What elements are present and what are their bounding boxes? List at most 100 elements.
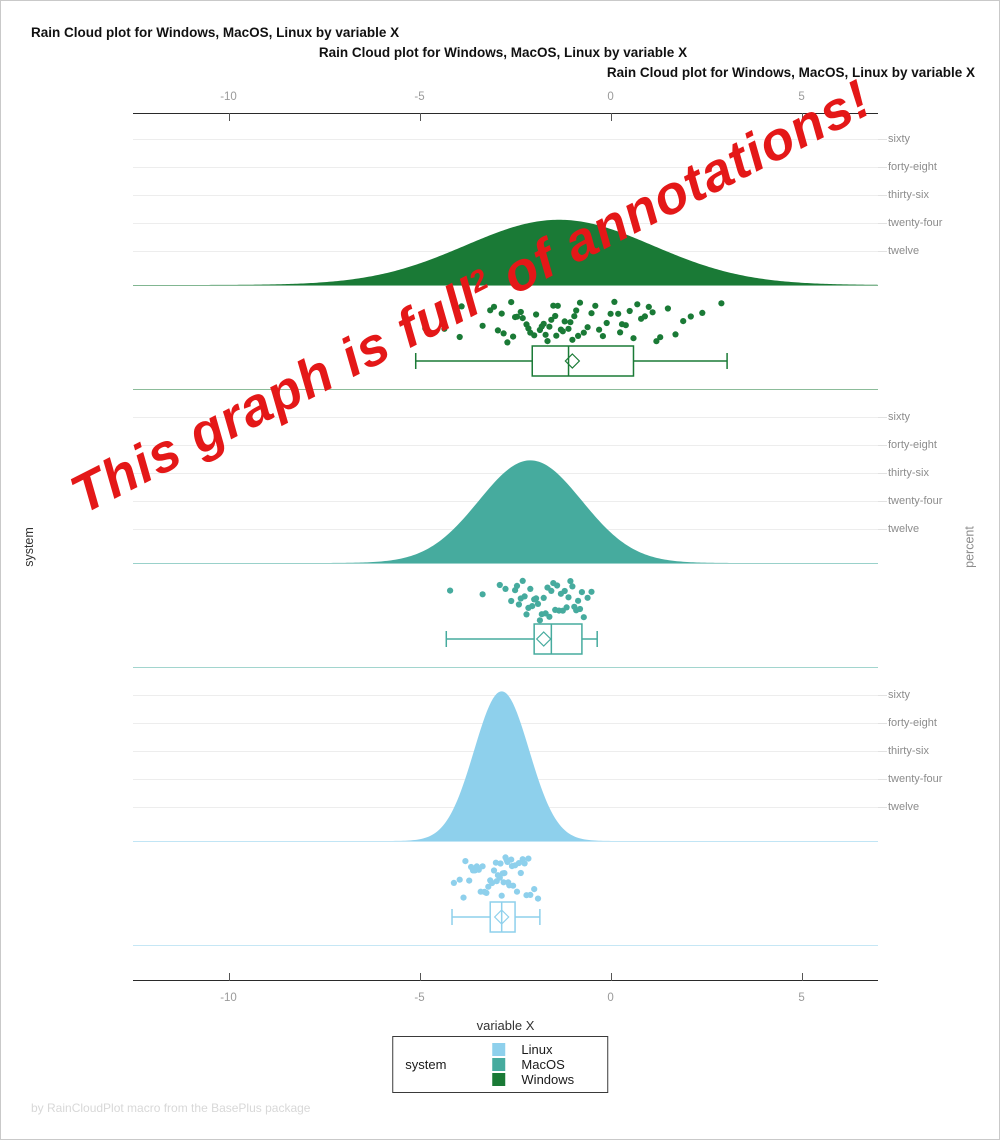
rain-dot-windows: [565, 325, 572, 332]
rain-dot-windows: [513, 313, 521, 320]
legend-label-linux: Linux: [521, 1042, 553, 1057]
density-cloud-windows: [133, 219, 878, 285]
x-axis-label: variable X: [476, 1018, 535, 1033]
percent-tick-label-sixty: sixty: [888, 689, 910, 701]
gridline-windows-thirty-six: [133, 195, 878, 196]
x-tick-label-bottom-5: 5: [798, 992, 805, 1004]
rain-dot-macos: [496, 581, 503, 589]
rain-dot-macos: [546, 613, 553, 620]
gridline-windows-forty-eight: [133, 167, 878, 168]
footer-credit: by RainCloudPlot macro from the BasePlus…: [31, 1101, 311, 1115]
legend-item-windows[interactable]: Windows: [492, 1072, 594, 1087]
rain-dot-windows: [634, 301, 641, 308]
rain-dot-windows: [718, 300, 725, 307]
rain-dot-windows: [626, 307, 633, 315]
gridline-macos-forty-eight: [133, 445, 878, 446]
percent-tick-label-twelve: twelve: [888, 801, 920, 813]
percent-tick-label-forty-eight: forty-eight: [888, 717, 937, 729]
rain-dot-windows: [584, 324, 591, 331]
rain-dot-windows: [510, 333, 517, 340]
percent-tick-label-forty-eight: forty-eight: [888, 161, 937, 173]
rain-dot-macos: [578, 589, 585, 596]
percent-tick-label-sixty: sixty: [888, 133, 910, 145]
percent-tick-label-twelve: twelve: [888, 523, 920, 535]
rain-dot-windows: [603, 319, 610, 327]
rain-dot-windows: [479, 322, 486, 329]
gridline-macos-sixty: [133, 417, 878, 418]
percent-tick-label-thirty-six: thirty-six: [888, 745, 929, 757]
rain-dot-windows: [559, 328, 566, 335]
rain-dot-linux: [485, 883, 492, 890]
rain-dot-linux: [498, 892, 505, 899]
percent-tick-stub: [878, 723, 887, 724]
rain-dot-windows: [617, 329, 624, 336]
rain-dot-windows: [519, 315, 526, 322]
percent-tick-stub: [878, 417, 887, 418]
rain-dot-macos: [529, 603, 536, 610]
rain-dot-windows: [456, 333, 463, 341]
rain-dot-windows: [540, 320, 547, 327]
rain-dot-macos: [536, 617, 543, 624]
rain-dot-macos: [554, 582, 561, 589]
rain-dot-windows: [508, 299, 515, 306]
rain-dot-windows: [641, 313, 648, 320]
rain-dot-macos: [569, 583, 576, 590]
rain-dot-windows: [615, 310, 622, 317]
rain-dot-linux: [513, 888, 521, 895]
rain-dot-macos: [548, 587, 555, 594]
legend-item-linux[interactable]: Linux: [492, 1042, 564, 1057]
raincloud-glyphs: [133, 219, 878, 933]
percent-tick-stub: [878, 445, 887, 446]
legend[interactable]: system Linux MacOS Windows: [392, 1036, 608, 1093]
rain-dot-windows: [622, 322, 629, 329]
rain-dot-windows: [672, 331, 679, 338]
box-iqr: [533, 623, 583, 655]
rain-dot-windows: [699, 309, 706, 316]
rain-dot-macos: [515, 601, 522, 608]
mean-diamond-marker: [564, 353, 581, 369]
rain-dot-windows: [687, 313, 694, 320]
rain-dot-macos: [561, 587, 568, 595]
rain-dot-windows: [531, 332, 538, 339]
rain-dot-windows: [504, 339, 511, 346]
rain-dot-linux: [517, 869, 524, 877]
percent-tick-stub: [878, 501, 887, 502]
rain-dot-windows: [576, 299, 584, 306]
legend-label-macos: MacOS: [521, 1057, 565, 1072]
percent-tick-label-sixty: sixty: [888, 411, 910, 423]
rain-dot-linux: [500, 879, 507, 886]
rain-dot-macos: [563, 604, 570, 611]
y-axis-label-right: percent: [963, 526, 977, 568]
percent-tick-stub: [878, 751, 887, 752]
rain-dot-windows: [517, 308, 524, 316]
rain-dot-linux: [462, 858, 469, 865]
rain-dot-windows: [500, 330, 507, 337]
rain-dot-windows: [573, 307, 580, 314]
percent-tick-label-thirty-six: thirty-six: [888, 467, 929, 479]
rain-dot-linux: [508, 856, 515, 863]
rain-dot-macos: [521, 593, 528, 600]
rain-dot-macos: [519, 577, 526, 584]
rain-dot-linux: [479, 863, 486, 870]
rain-dot-macos: [565, 594, 572, 601]
rain-dot-linux: [490, 867, 498, 874]
rain-dot-linux: [483, 889, 490, 897]
title-left: Rain Cloud plot for Windows, MacOS, Linu…: [31, 25, 400, 40]
rain-dot-macos: [540, 594, 547, 601]
percent-tick-label-twelve: twelve: [888, 245, 920, 257]
x-axis-bottom: [133, 980, 878, 981]
rain-dot-macos: [479, 591, 486, 598]
rain-dot-windows: [422, 325, 429, 332]
boxplot-macos: [445, 623, 598, 655]
panel-separator-windows: [133, 389, 878, 390]
rain-dot-windows: [490, 303, 498, 310]
rain-dot-macos: [523, 611, 530, 618]
rain-dot-windows: [567, 319, 574, 326]
rain-dot-windows: [552, 312, 559, 320]
legend-item-macos[interactable]: MacOS: [492, 1057, 565, 1072]
rain-dot-windows: [630, 335, 637, 342]
rain-dot-linux: [515, 860, 522, 867]
rain-dot-linux: [497, 860, 504, 867]
rain-dot-windows: [458, 303, 465, 310]
rain-dot-windows: [653, 338, 660, 345]
